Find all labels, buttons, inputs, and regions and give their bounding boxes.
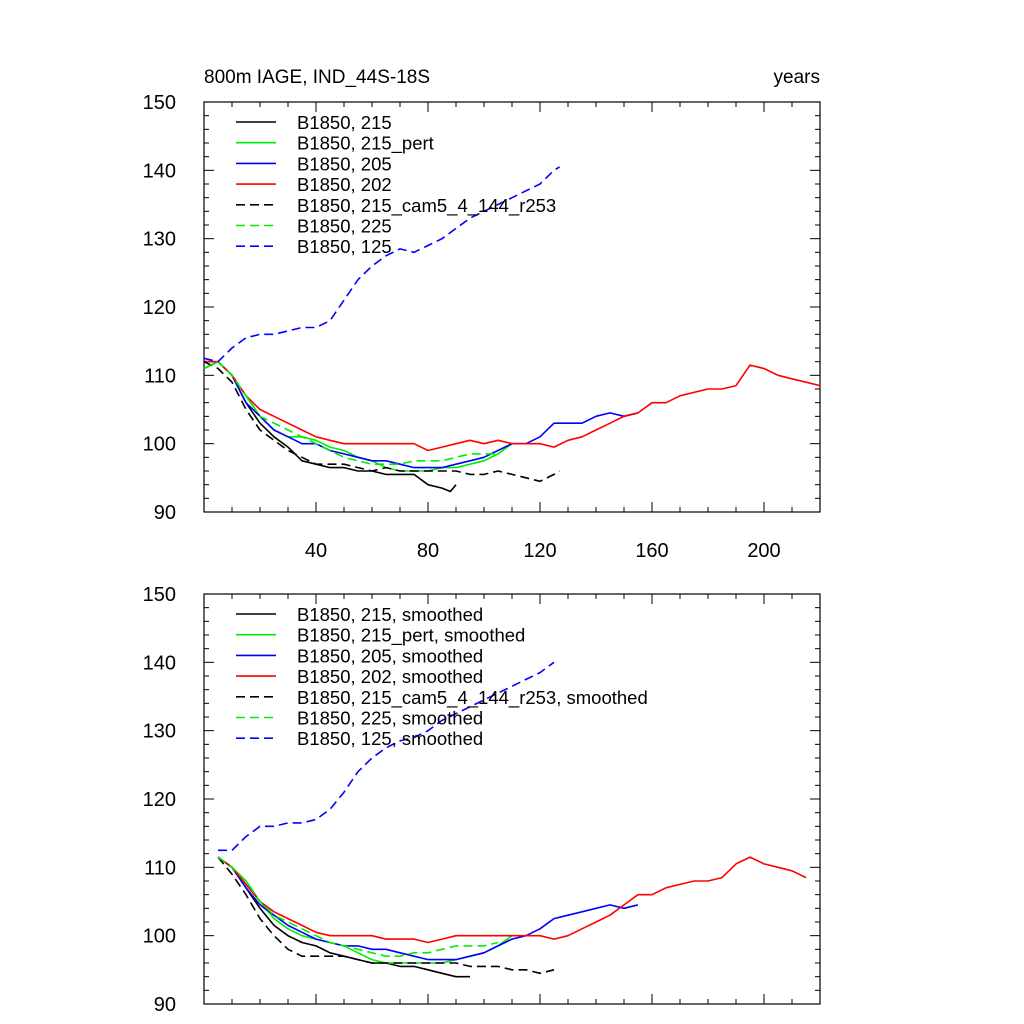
legend-label: B1850, 215_cam5_4_144_r253 <box>297 195 556 217</box>
series-line-4 <box>203 360 561 483</box>
y-tick-label: 150 <box>143 584 176 606</box>
series-line-4 <box>217 856 555 975</box>
y-tick-label: 130 <box>143 721 176 743</box>
chart-title-1: 800m IAGE, IND_44S-18S <box>204 67 430 88</box>
axis-ticks-1: 90 100 110 120 130 140 150 40 80 120 160 200 <box>143 92 820 562</box>
legend-label: B1850, 205 <box>297 153 392 174</box>
legend-label: B1850, 225, smoothed <box>297 708 483 729</box>
x-tick-label: 40 <box>305 540 327 562</box>
series-line-5 <box>203 360 498 466</box>
chart-title-right-1: years <box>774 67 820 88</box>
legend-label: B1850, 215, smoothed <box>297 604 483 625</box>
y-tick-label: 100 <box>143 926 176 948</box>
legend-label: B1850, 202 <box>297 174 392 195</box>
legend-label: B1850, 125 <box>297 236 392 257</box>
series-line-0 <box>203 360 457 493</box>
y-tick-label: 140 <box>143 160 176 182</box>
y-tick-label: 130 <box>143 229 176 251</box>
legend-label: B1850, 205, smoothed <box>297 645 483 666</box>
y-tick-label: 90 <box>154 502 176 524</box>
y-tick-label: 120 <box>143 297 176 319</box>
y-tick-label: 100 <box>143 434 176 456</box>
y-tick-label: 140 <box>143 652 176 674</box>
y-tick-label: 110 <box>144 365 176 387</box>
y-tick-label: 150 <box>143 92 176 114</box>
x-tick-label: 200 <box>747 540 780 562</box>
x-tick-label: 160 <box>635 540 668 562</box>
series-line-2 <box>204 360 639 469</box>
x-tick-label: 80 <box>417 540 439 562</box>
legend-label: B1850, 125, smoothed <box>297 728 483 749</box>
legend-label: B1850, 215_pert, smoothed <box>297 625 525 647</box>
legend-label: B1850, 215 <box>297 112 392 133</box>
series-line-3 <box>217 856 807 944</box>
legend-label: B1850, 215_pert <box>297 133 434 155</box>
x-tick-label: 120 <box>523 540 556 562</box>
legend-label: B1850, 202, smoothed <box>297 666 483 687</box>
series-group-2 <box>217 661 807 978</box>
series-line-6 <box>218 661 555 852</box>
series-line-2 <box>217 856 639 961</box>
y-tick-label: 120 <box>143 789 176 811</box>
y-tick-label: 110 <box>144 857 176 879</box>
series-line-0 <box>217 856 470 978</box>
series-line-5 <box>217 856 499 958</box>
legend-label: B1850, 225 <box>297 216 392 237</box>
series-line-3 <box>204 360 821 452</box>
series-group-1 <box>203 166 821 493</box>
y-tick-label: 90 <box>154 994 176 1016</box>
legend-label: B1850, 215_cam5_4_144_r253, smoothed <box>297 687 648 709</box>
series-line-6 <box>203 166 561 363</box>
axis-ticks-2: 90 100 110 120 130 140 150 <box>143 584 820 1016</box>
